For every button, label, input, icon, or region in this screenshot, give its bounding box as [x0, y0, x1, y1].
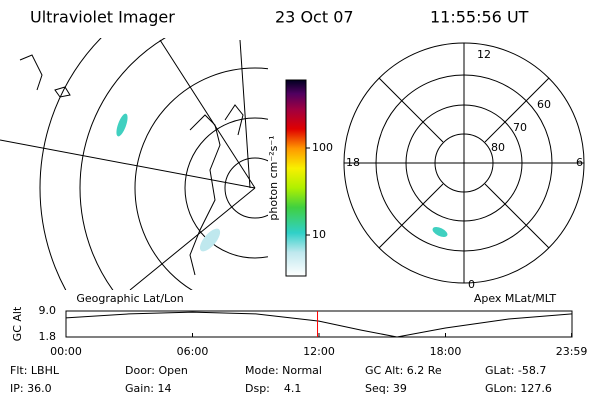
colorbar — [285, 79, 307, 277]
mlt-label: 0 — [468, 278, 475, 291]
y-tick-label: 9.0 — [39, 304, 57, 317]
altitude-line — [65, 311, 573, 338]
y-tick-label: 1.8 — [39, 330, 57, 343]
info-field: Gain: 14 — [125, 382, 172, 395]
x-tick-label: 00:00 — [50, 345, 82, 358]
cb-label: photon cm⁻²s⁻¹ — [267, 135, 280, 220]
polar-grid — [343, 42, 585, 284]
x-tick-label: 06:00 — [177, 345, 209, 358]
mlt-label: 6 — [576, 156, 583, 169]
geo-map — [0, 38, 268, 290]
info-field: GC Alt: 6.2 Re — [365, 364, 442, 377]
lat-label: 60 — [537, 98, 551, 111]
mlt-label: 18 — [346, 156, 360, 169]
info-field: Dsp: 4.1 — [245, 382, 301, 395]
time: 11:55:56 UT — [430, 8, 529, 27]
title: Ultraviolet Imager — [30, 8, 175, 27]
x-tick-label: 18:00 — [430, 345, 462, 358]
info-field: Flt: LBHL — [10, 364, 60, 377]
info-field: GLon: 127.6 — [485, 382, 552, 395]
info-field: GLat: -58.7 — [485, 364, 546, 377]
info-field: Door: Open — [125, 364, 188, 377]
map-label: Geographic Lat/Lon — [76, 292, 183, 305]
cb-tick-label: 10 — [312, 228, 326, 241]
cb-tick-label: 100 — [312, 141, 333, 154]
info-field: Seq: 39 — [365, 382, 407, 395]
lat-label: 70 — [513, 121, 527, 134]
lat-label: 80 — [491, 141, 505, 154]
date: 23 Oct 07 — [275, 8, 354, 27]
mlt-label: 12 — [477, 48, 491, 61]
polar-label: Apex MLat/MLT — [474, 292, 557, 305]
y-axis-label: GC Alt — [11, 306, 24, 341]
info-field: IP: 36.0 — [10, 382, 52, 395]
x-tick-label: 12:00 — [303, 345, 335, 358]
x-tick-label: 23:59 — [556, 345, 588, 358]
info-field: Mode: Normal — [245, 364, 322, 377]
